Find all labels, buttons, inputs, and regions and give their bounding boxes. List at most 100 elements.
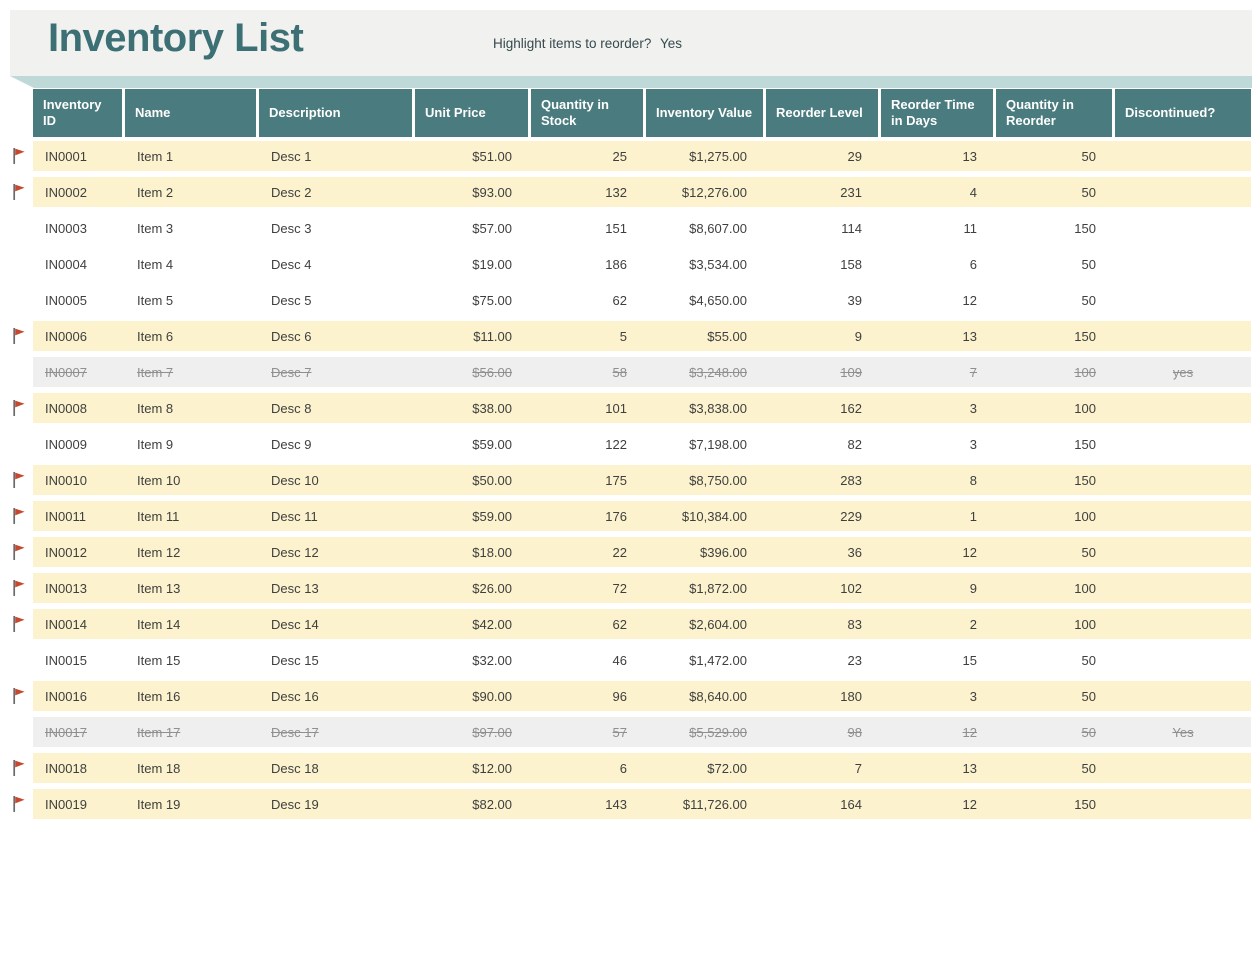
cell-name[interactable]: Item 1 (137, 148, 174, 164)
cell-reorder-time[interactable]: 3 (969, 400, 977, 416)
cell-reorder-time[interactable]: 9 (969, 580, 977, 596)
cell-inventory-value[interactable]: $3,248.00 (689, 364, 747, 380)
cell-name[interactable]: Item 9 (137, 436, 174, 452)
cell-discontinued[interactable] (1115, 609, 1251, 639)
cell-qty-in-stock[interactable]: 6 (619, 760, 627, 776)
cell-discontinued[interactable] (1115, 645, 1251, 675)
cell-reorder-level[interactable]: 36 (847, 544, 862, 560)
cell-description[interactable]: Desc 12 (271, 544, 319, 560)
cell-reorder-time[interactable]: 12 (962, 292, 977, 308)
cell-inventory-id[interactable]: IN0010 (45, 472, 87, 488)
cell-qty-in-reorder[interactable]: 100 (1074, 580, 1096, 596)
cell-reorder-level[interactable]: 7 (854, 760, 862, 776)
cell-unit-price[interactable]: $59.00 (472, 508, 512, 524)
cell-reorder-time[interactable]: 3 (969, 688, 977, 704)
cell-name[interactable]: Item 11 (137, 508, 180, 524)
header-unit-price[interactable]: Unit Price (415, 89, 528, 137)
cell-discontinued[interactable] (1115, 249, 1251, 279)
cell-reorder-level[interactable]: 39 (847, 292, 862, 308)
table-row[interactable]: IN0015 Item 15 Desc 15 $32.00 46 $1,472.… (33, 645, 1251, 675)
cell-discontinued[interactable] (1115, 789, 1251, 819)
table-row[interactable]: IN0011 Item 11 Desc 11 $59.00 176 $10,38… (13, 501, 1251, 531)
cell-reorder-time[interactable]: 2 (969, 616, 977, 632)
cell-reorder-time[interactable]: 13 (962, 148, 977, 164)
header-qty-in-stock[interactable]: Quantity in Stock (531, 89, 643, 137)
cell-reorder-time[interactable]: 15 (962, 652, 977, 668)
cell-name[interactable]: Item 17 (137, 724, 181, 740)
cell-inventory-value[interactable]: $7,198.00 (689, 436, 747, 452)
cell-description[interactable]: Desc 10 (271, 472, 319, 488)
cell-unit-price[interactable]: $56.00 (472, 364, 512, 380)
table-row[interactable]: IN0001 Item 1 Desc 1 $51.00 25 $1,275.00… (13, 141, 1251, 171)
cell-description[interactable]: Desc 11 (271, 508, 318, 524)
cell-qty-in-reorder[interactable]: 150 (1074, 796, 1096, 812)
cell-qty-in-reorder[interactable]: 150 (1074, 220, 1096, 236)
cell-discontinued[interactable]: Yes (1172, 724, 1194, 740)
cell-inventory-value[interactable]: $4,650.00 (689, 292, 747, 308)
cell-inventory-id[interactable]: IN0014 (45, 616, 87, 632)
cell-name[interactable]: Item 10 (137, 472, 181, 488)
cell-inventory-value[interactable]: $8,640.00 (689, 688, 747, 704)
cell-reorder-time[interactable]: 7 (969, 364, 977, 380)
cell-qty-in-reorder[interactable]: 50 (1081, 760, 1096, 776)
cell-inventory-value[interactable]: $55.00 (707, 328, 747, 344)
cell-unit-price[interactable]: $51.00 (472, 148, 512, 164)
cell-inventory-value[interactable]: $2,604.00 (689, 616, 747, 632)
cell-inventory-value[interactable]: $11,726.00 (682, 796, 747, 812)
cell-name[interactable]: Item 19 (137, 796, 181, 812)
cell-inventory-value[interactable]: $3,838.00 (689, 400, 747, 416)
cell-description[interactable]: Desc 2 (271, 184, 312, 200)
cell-qty-in-stock[interactable]: 175 (605, 472, 627, 488)
cell-reorder-level[interactable]: 229 (840, 508, 862, 524)
cell-name[interactable]: Item 2 (137, 184, 174, 200)
cell-qty-in-reorder[interactable]: 50 (1081, 688, 1096, 704)
cell-unit-price[interactable]: $75.00 (472, 292, 512, 308)
cell-unit-price[interactable]: $11.00 (473, 328, 512, 344)
cell-inventory-value[interactable]: $8,607.00 (689, 220, 747, 236)
table-row[interactable]: IN0018 Item 18 Desc 18 $12.00 6 $72.00 7… (13, 753, 1251, 783)
cell-qty-in-reorder[interactable]: 150 (1074, 472, 1096, 488)
cell-qty-in-stock[interactable]: 96 (612, 688, 627, 704)
cell-qty-in-reorder[interactable]: 100 (1074, 364, 1096, 380)
header-discontinued[interactable]: Discontinued? (1115, 89, 1251, 137)
cell-discontinued[interactable] (1115, 753, 1251, 783)
cell-reorder-level[interactable]: 158 (840, 256, 862, 272)
table-row[interactable]: IN0006 Item 6 Desc 6 $11.00 5 $55.00 9 1… (13, 321, 1251, 351)
cell-inventory-value[interactable]: $1,275.00 (689, 148, 747, 164)
cell-inventory-value[interactable]: $10,384.00 (681, 508, 747, 524)
cell-qty-in-stock[interactable]: 122 (605, 436, 627, 452)
cell-name[interactable]: Item 8 (137, 400, 174, 416)
cell-unit-price[interactable]: $82.00 (472, 796, 512, 812)
cell-reorder-level[interactable]: 231 (840, 184, 862, 200)
cell-qty-in-reorder[interactable]: 50 (1081, 292, 1096, 308)
cell-reorder-level[interactable]: 180 (840, 688, 862, 704)
table-row[interactable]: IN0009 Item 9 Desc 9 $59.00 122 $7,198.0… (33, 429, 1251, 459)
cell-reorder-time[interactable]: 6 (969, 256, 977, 272)
cell-reorder-level[interactable]: 98 (847, 724, 862, 740)
cell-unit-price[interactable]: $59.00 (472, 436, 512, 452)
cell-qty-in-stock[interactable]: 186 (605, 256, 627, 272)
cell-qty-in-reorder[interactable]: 50 (1081, 724, 1096, 740)
table-row[interactable]: IN0013 Item 13 Desc 13 $26.00 72 $1,872.… (13, 573, 1251, 603)
cell-inventory-id[interactable]: IN0001 (45, 148, 87, 164)
cell-description[interactable]: Desc 7 (271, 364, 312, 380)
cell-description[interactable]: Desc 19 (271, 796, 319, 812)
table-row[interactable]: IN0016 Item 16 Desc 16 $90.00 96 $8,640.… (13, 681, 1251, 711)
cell-discontinued[interactable] (1115, 681, 1251, 711)
cell-unit-price[interactable]: $97.00 (472, 724, 512, 740)
cell-inventory-id[interactable]: IN0004 (45, 256, 87, 272)
cell-reorder-time[interactable]: 4 (969, 184, 977, 200)
cell-reorder-level[interactable]: 9 (854, 328, 862, 344)
table-row[interactable]: IN0004 Item 4 Desc 4 $19.00 186 $3,534.0… (33, 249, 1251, 279)
cell-inventory-id[interactable]: IN0002 (45, 184, 87, 200)
cell-inventory-value[interactable]: $5,529.00 (689, 724, 747, 740)
cell-reorder-time[interactable]: 12 (962, 544, 977, 560)
cell-inventory-value[interactable]: $3,534.00 (689, 256, 747, 272)
cell-inventory-value[interactable]: $396.00 (700, 544, 747, 560)
header-description[interactable]: Description (259, 89, 412, 137)
cell-name[interactable]: Item 15 (137, 652, 181, 668)
cell-unit-price[interactable]: $42.00 (472, 616, 512, 632)
cell-qty-in-stock[interactable]: 132 (605, 184, 627, 200)
highlight-reorder-value[interactable]: Yes (660, 36, 683, 51)
cell-qty-in-stock[interactable]: 22 (612, 544, 627, 560)
